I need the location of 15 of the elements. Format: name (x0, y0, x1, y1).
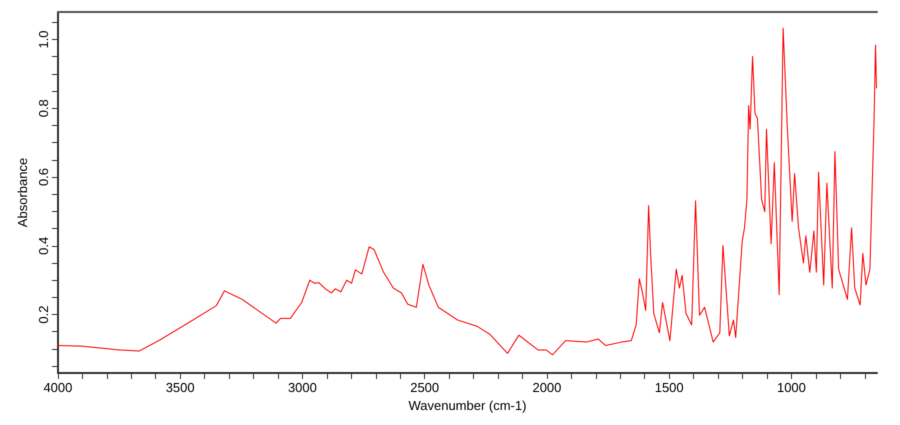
x-tick-label: 4000 (43, 380, 72, 395)
y-tick-label: 0.2 (36, 306, 51, 324)
y-tick-label: 1.0 (36, 30, 51, 49)
x-tick-label: 3000 (288, 380, 317, 395)
y-tick-label: 0.6 (36, 168, 51, 186)
y-tick-label: 0.4 (36, 236, 51, 255)
y-axis-title: Absorbance (15, 158, 30, 228)
x-tick-label: 1500 (654, 380, 684, 395)
x-tick-label: 2500 (410, 380, 440, 395)
x-axis-title: Wavenumber (cm-1) (408, 398, 526, 413)
x-tick-label: 2000 (532, 380, 562, 395)
line-series (57, 28, 878, 356)
x-tick-label: 3500 (166, 380, 195, 395)
y-tick-label: 0.8 (36, 99, 51, 118)
x-tick-label: 1000 (776, 380, 806, 395)
